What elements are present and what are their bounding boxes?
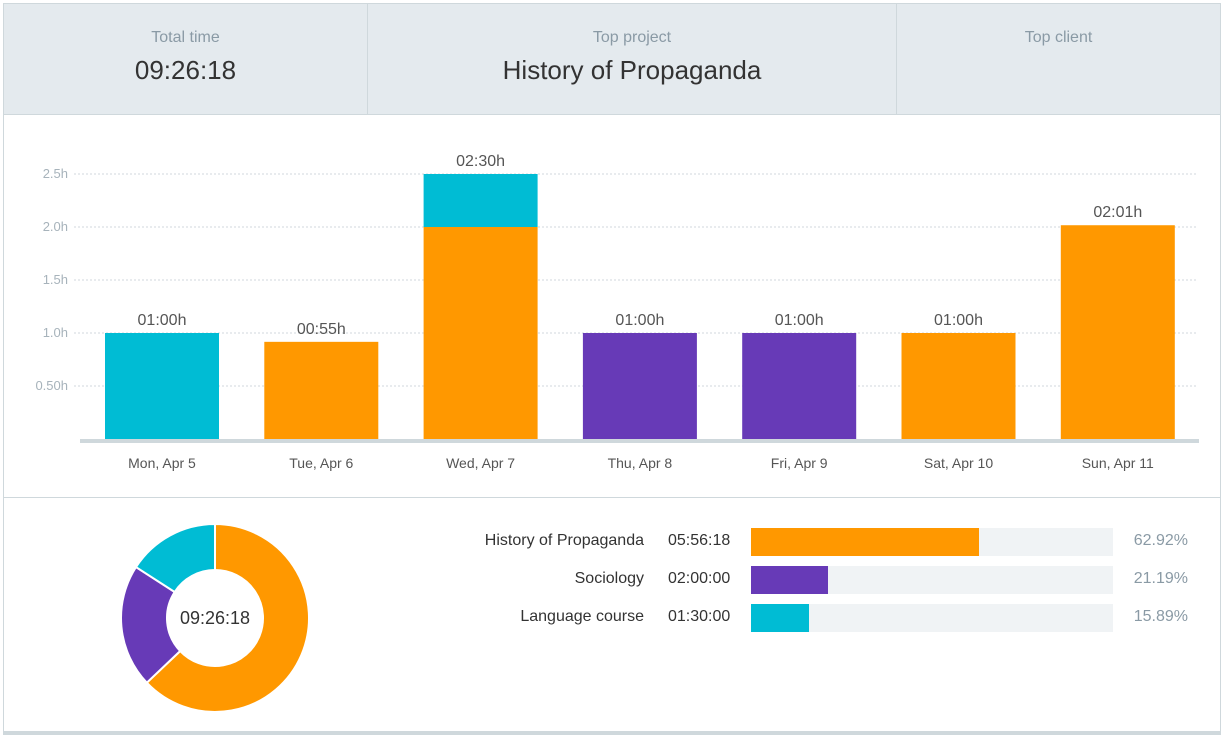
project-breakdown: 09:26:18 History of Propaganda 05:56:18 62… [4, 498, 1220, 731]
y-tick-label: 0.50h [35, 378, 68, 393]
y-tick-label: 1.0h [43, 325, 68, 340]
legend-progress-track [751, 566, 1113, 594]
x-tick-label: Wed, Apr 7 [446, 455, 515, 471]
x-tick-label: Mon, Apr 5 [128, 455, 196, 471]
legend-project-percent: 62.92% [1133, 532, 1188, 549]
bar-segment[interactable] [423, 174, 538, 227]
y-tick-label: 2.5h [43, 166, 68, 181]
daily-bar-chart-area: 0.50h 1.0h 1.5h 2.0h 2.5h 01:00h Mon, Apr 5 00:… [4, 114, 1220, 498]
legend-project-percent: 15.89% [1133, 608, 1188, 625]
y-tick-label: 2.0h [43, 219, 68, 234]
legend-progress-track [751, 604, 1113, 632]
legend-progress-fill [751, 528, 979, 556]
top-project-value: History of Propaganda [502, 55, 762, 85]
top-client-label: Top client [1024, 29, 1093, 46]
legend-project-name: History of Propaganda [484, 532, 644, 549]
bar-value-label: 01:00h [934, 312, 983, 329]
top-project-label: Top project [592, 29, 672, 46]
legend-row[interactable]: History of Propaganda 05:56:18 62.92% [4, 528, 1220, 556]
donut-slice[interactable] [134, 522, 216, 594]
donut-center-total: 09:26:18 [180, 608, 250, 628]
x-tick-label: Sat, Apr 10 [924, 455, 993, 471]
legend-project-time: 05:56:18 [668, 532, 731, 549]
legend-project-name: Language course [520, 608, 644, 625]
bar-segment[interactable] [742, 333, 857, 439]
donut-slice[interactable] [145, 522, 310, 713]
x-tick-label: Thu, Apr 8 [608, 455, 673, 471]
total-time-card: Total time 09:26:18 [4, 4, 367, 114]
legend-project-name: Sociology [574, 570, 644, 587]
legend-progress-fill [751, 566, 828, 594]
dashboard-frame: Total time 09:26:18 Top project History … [3, 3, 1221, 732]
bar-value-label: 01:00h [138, 312, 187, 329]
bar-value-label: 01:00h [775, 312, 824, 329]
bottom-border [3, 732, 1221, 735]
bar-segment[interactable] [423, 227, 538, 439]
bar-segment[interactable] [264, 341, 379, 439]
project-donut-chart: 09:26:18 [120, 522, 310, 713]
total-time-label: Total time [151, 29, 220, 46]
bar-segment[interactable] [582, 333, 697, 439]
x-tick-label: Tue, Apr 6 [289, 455, 353, 471]
bar-value-label: 01:00h [615, 312, 664, 329]
bar-value-label: 02:30h [456, 153, 505, 170]
x-tick-label: Sun, Apr 11 [1082, 455, 1154, 471]
bar-value-label: 00:55h [297, 321, 346, 338]
legend-project-percent: 21.19% [1133, 570, 1188, 587]
bar-segment[interactable] [1060, 225, 1175, 439]
top-client-card: Top client [896, 4, 1220, 114]
daily-bar-chart: 0.50h 1.0h 1.5h 2.0h 2.5h 01:00h Mon, Apr 5 00:… [35, 153, 1199, 471]
bar-value-label: 02:01h [1093, 204, 1142, 221]
legend-progress-fill [751, 604, 809, 632]
legend-row[interactable]: Sociology 02:00:00 21.19% [4, 566, 1220, 594]
legend-progress-track [751, 528, 1113, 556]
bar-segment[interactable] [105, 333, 219, 439]
top-project-card: Top project History of Propaganda [367, 4, 896, 114]
x-axis-baseline [80, 439, 1199, 443]
bar-segment[interactable] [901, 333, 1016, 439]
summary-bar: Total time 09:26:18 Top project History … [4, 4, 1220, 115]
legend-project-time: 01:30:00 [668, 608, 731, 625]
x-tick-label: Fri, Apr 9 [771, 455, 828, 471]
total-time-value: 09:26:18 [134, 55, 237, 85]
legend-project-time: 02:00:00 [668, 570, 731, 587]
legend-row[interactable]: Language course 01:30:00 15.89% [4, 604, 1220, 632]
y-tick-label: 1.5h [43, 272, 68, 287]
